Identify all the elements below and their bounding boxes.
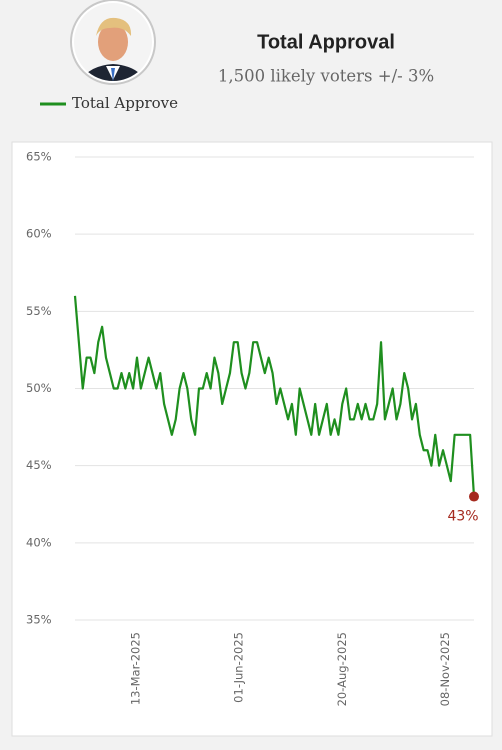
y-tick-label: 50% <box>26 381 52 395</box>
x-tick-label: 08-Nov-2025 <box>438 632 452 706</box>
chart-subtitle: 1,500 likely voters +/- 3% <box>218 67 434 86</box>
plot-panel <box>11 141 493 737</box>
avatar <box>70 0 156 85</box>
data-line <box>73 295 476 497</box>
y-tick-label: 60% <box>26 227 52 241</box>
chart-title: Total Approval <box>257 31 395 53</box>
y-tick-label: 65% <box>26 150 52 164</box>
x-tick-label: 13-Mar-2025 <box>128 632 142 705</box>
legend-label: Total Approve <box>72 94 178 112</box>
end-label: 43% <box>447 509 478 525</box>
end-marker <box>469 491 479 502</box>
y-tick-label: 55% <box>26 304 52 318</box>
y-tick-label: 35% <box>26 613 52 627</box>
y-tick-label: 40% <box>26 535 52 549</box>
x-tick-label: 01-Jun-2025 <box>232 632 246 703</box>
x-tick-label: 20-Aug-2025 <box>335 632 349 706</box>
y-tick-label: 45% <box>26 458 52 472</box>
